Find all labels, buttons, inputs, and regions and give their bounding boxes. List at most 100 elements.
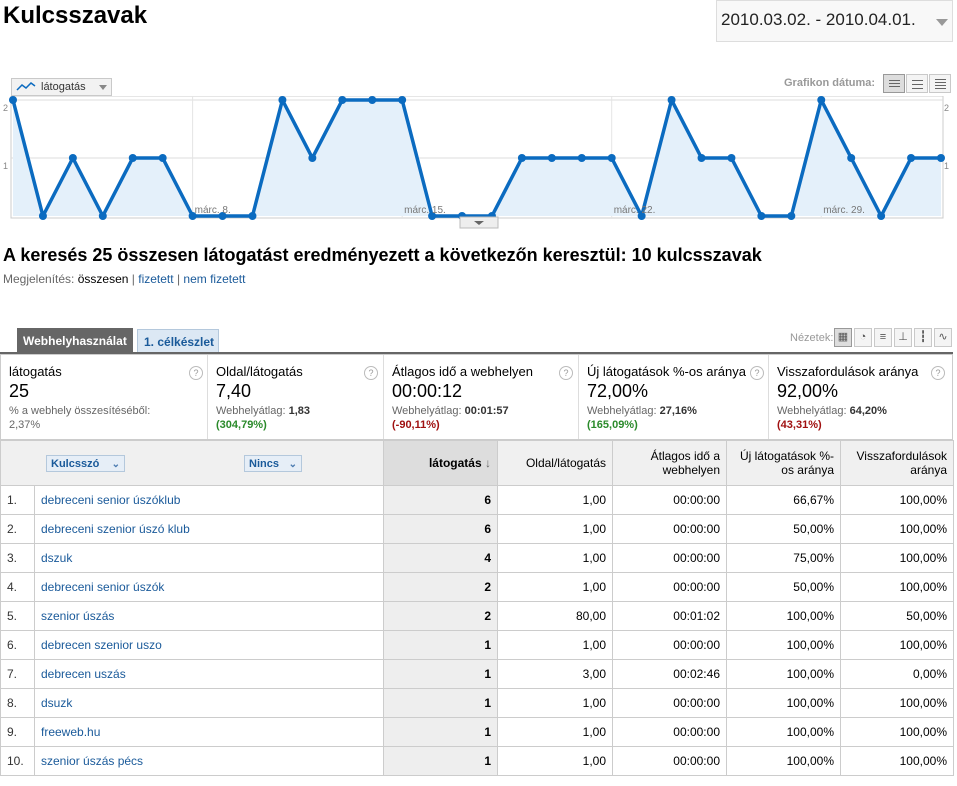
help-icon[interactable]: ?	[364, 366, 378, 380]
avg-time-cell: 00:00:00	[612, 630, 727, 660]
row-index: 10.	[0, 746, 35, 776]
keyword-link[interactable]: dsuzk	[41, 696, 73, 710]
visits-cell: 1	[383, 630, 498, 660]
summary-avg-time: Átlagos idő a webhelyen 00:00:12 Webhely…	[384, 355, 579, 439]
avg-time-cell: 00:00:00	[612, 746, 727, 776]
bounce-rate-cell: 100,00%	[840, 688, 954, 718]
bounce-rate-cell: 100,00%	[840, 717, 954, 747]
graph-week-button[interactable]	[906, 74, 928, 93]
dimension-header: Kulcsszó ⌄ Nincs ⌄	[0, 440, 384, 486]
tab-underline	[0, 352, 953, 354]
new-visits-cell: 100,00%	[726, 688, 841, 718]
pie-view-icon[interactable]: ◔	[854, 328, 872, 347]
data-point	[727, 154, 736, 162]
data-point	[368, 96, 377, 104]
data-point	[68, 154, 77, 162]
line-chart-icon	[16, 82, 36, 95]
new-visits-cell: 100,00%	[726, 746, 841, 776]
keyword-link: debreceni senior úszók	[34, 572, 384, 602]
col-avg-time[interactable]: Átlagos idő a webhelyen	[612, 440, 727, 486]
display-current: összesen	[77, 272, 129, 286]
col-bounce-rate[interactable]: Visszafordulások aránya	[840, 440, 954, 486]
avg-time-cell: 00:00:00	[612, 485, 727, 515]
new-visits-cell: 100,00%	[726, 659, 841, 689]
data-point	[517, 154, 526, 162]
col-visits[interactable]: látogatás ↓	[383, 440, 498, 486]
help-icon[interactable]: ?	[189, 366, 203, 380]
comparison-view-icon[interactable]: ⊥	[894, 328, 912, 347]
data-point	[308, 154, 317, 162]
secondary-dimension-dropdown[interactable]: Nincs ⌄	[244, 455, 302, 472]
visits-cell: 2	[383, 572, 498, 602]
new-visits-cell: 66,67%	[726, 485, 841, 515]
help-icon[interactable]: ?	[931, 366, 945, 380]
row-index: 3.	[0, 543, 35, 573]
bounce-rate-cell: 0,00%	[840, 659, 954, 689]
y-tick-label: 2	[3, 103, 8, 113]
pages-per-visit-cell: 3,00	[497, 659, 613, 689]
bounce-rate-cell: 100,00%	[840, 572, 954, 602]
date-range-text: 2010.03.02. - 2010.04.01.	[721, 10, 916, 29]
metric-selector[interactable]: látogatás	[11, 78, 112, 96]
x-tick-label: márc. 22.	[614, 205, 656, 216]
keyword-link[interactable]: debreceni senior úszóklub	[41, 493, 181, 507]
visits-cell: 1	[383, 717, 498, 747]
help-icon[interactable]: ?	[750, 366, 764, 380]
keyword-link[interactable]: debrecen szenior uszo	[41, 638, 162, 652]
keyword-link: freeweb.hu	[34, 717, 384, 747]
table-row: 9. freeweb.hu 1 1,00 00:00:00 100,00% 100,00%	[0, 717, 954, 747]
x-tick-label: márc. 8.	[195, 205, 231, 216]
keyword-link: szenior úszás	[34, 601, 384, 631]
keyword-link[interactable]: debreceni senior úszók	[41, 580, 165, 594]
tab-site-usage[interactable]: Webhelyhasználat	[17, 328, 133, 353]
keyword-link[interactable]: freeweb.hu	[41, 725, 101, 739]
data-point	[398, 96, 407, 104]
visits-cell: 1	[383, 688, 498, 718]
pages-per-visit-cell: 1,00	[497, 746, 613, 776]
sort-down-icon: ↓	[485, 456, 491, 470]
table-view-icon[interactable]: ▦	[834, 328, 852, 347]
data-point	[907, 154, 916, 162]
summary-new-visits: Új látogatások %-os aránya 72,00% Webhel…	[579, 355, 769, 439]
bounce-rate-cell: 100,00%	[840, 485, 954, 515]
display-filter: Megjelenítés: összesen | fizetett | nem …	[3, 272, 246, 286]
data-point	[697, 154, 706, 162]
series-line	[11, 98, 941, 218]
keyword-link: dszuk	[34, 543, 384, 573]
graph-day-button[interactable]	[883, 74, 905, 93]
data-point	[218, 212, 227, 220]
keyword-link[interactable]: debrecen uszás	[41, 667, 126, 681]
avg-time-cell: 00:00:00	[612, 514, 727, 544]
keyword-link[interactable]: szenior úszás pécs	[41, 754, 144, 768]
performance-view-icon[interactable]: ≡	[874, 328, 892, 347]
paid-filter-link[interactable]: fizetett	[138, 272, 174, 286]
display-label: Megjelenítés:	[3, 272, 75, 286]
col-new-visits[interactable]: Új látogatások %-os aránya	[726, 440, 841, 486]
pivot-view-icon[interactable]: ∿	[934, 328, 952, 347]
tab-goal-set[interactable]: 1. célkészlet	[137, 329, 219, 353]
y-tick-label: 1	[944, 161, 949, 171]
keyword-link[interactable]: debreceni szenior úszó klub	[41, 522, 190, 536]
chevron-down-icon	[474, 221, 484, 225]
table-row: 2. debreceni szenior úszó klub 6 1,00 00:00:…	[0, 514, 954, 544]
keyword-link[interactable]: szenior úszás	[41, 609, 115, 623]
views-label: Nézetek:	[790, 332, 834, 344]
table-row: 6. debrecen szenior uszo 1 1,00 00:00:00 100,…	[0, 630, 954, 660]
table-row: 1. debreceni senior úszóklub 6 1,00 00:00:00…	[0, 485, 954, 515]
data-point	[248, 212, 257, 220]
primary-dimension-dropdown[interactable]: Kulcsszó ⌄	[46, 454, 125, 472]
graph-month-button[interactable]	[929, 74, 951, 93]
data-point	[937, 154, 945, 162]
row-index: 7.	[0, 659, 35, 689]
keyword-link[interactable]: dszuk	[41, 551, 73, 565]
new-visits-cell: 50,00%	[726, 514, 841, 544]
data-point	[667, 96, 676, 104]
unpaid-filter-link[interactable]: nem fizetett	[183, 272, 246, 286]
help-icon[interactable]: ?	[559, 366, 573, 380]
date-range-selector[interactable]: 2010.03.02. - 2010.04.01.	[716, 0, 953, 42]
term-cloud-view-icon[interactable]: ┇	[914, 328, 932, 347]
pages-per-visit-cell: 1,00	[497, 514, 613, 544]
data-point	[847, 154, 856, 162]
col-pages-per-visit[interactable]: Oldal/látogatás	[497, 440, 613, 486]
row-index: 9.	[0, 717, 35, 747]
